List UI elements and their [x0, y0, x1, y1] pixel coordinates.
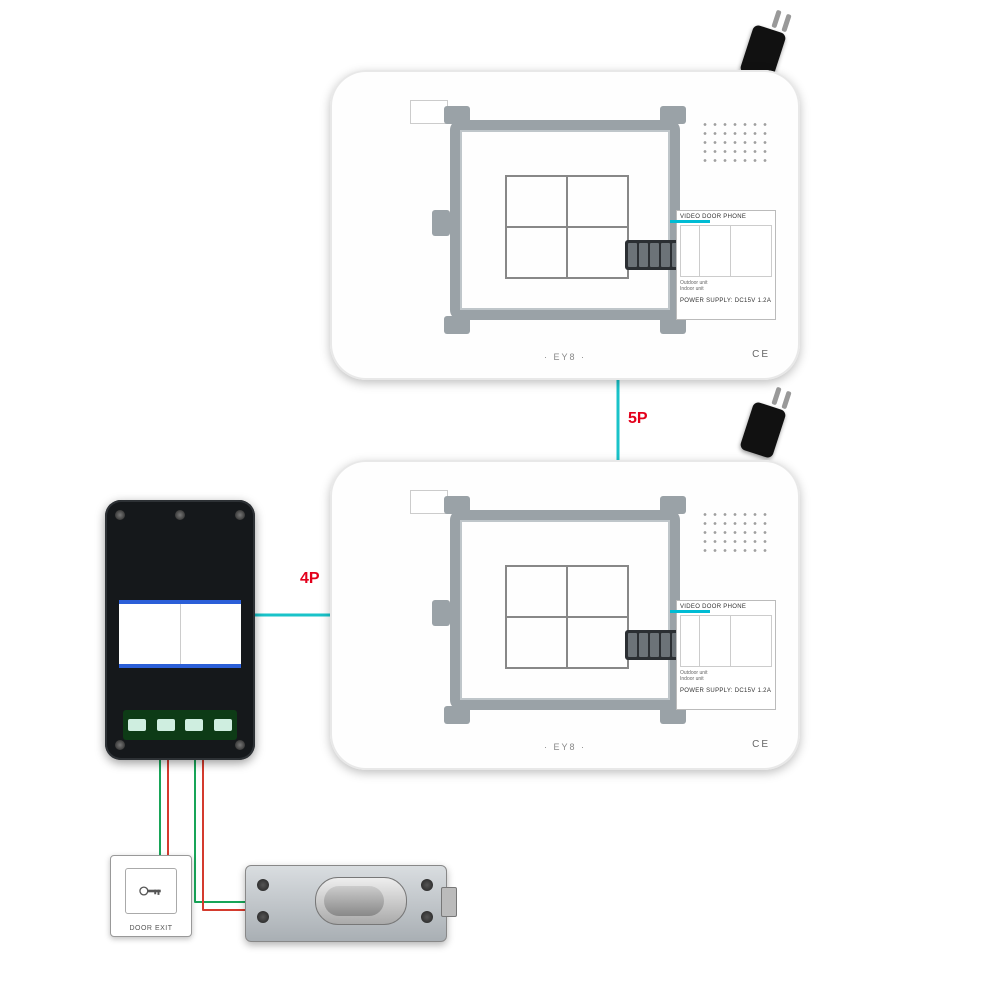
model-text: · EY8 · — [544, 742, 586, 752]
nameplate — [119, 600, 241, 668]
indoor-monitor-1: VIDEO DOOR PHONE Outdoor unit Indoor uni… — [330, 70, 800, 380]
wiring-diagram: VIDEO DOOR PHONE Outdoor unit Indoor uni… — [0, 0, 1000, 1000]
exit-label-1: DOOR — [129, 925, 152, 932]
cert-mark: CE — [752, 739, 770, 750]
spec-indoor-text: Indoor unit — [680, 676, 772, 682]
door-exit-button: DOOR EXIT — [110, 855, 192, 937]
exit-label-2: EXIT — [155, 925, 173, 932]
outdoor-terminal-pcb — [123, 710, 237, 740]
wire-port-icon — [670, 610, 710, 613]
wire-port-icon — [670, 220, 710, 223]
qc-sticker — [410, 100, 448, 124]
mount-bracket — [450, 510, 680, 710]
electric-lock — [245, 855, 445, 950]
qc-sticker — [410, 490, 448, 514]
spec-power: POWER SUPPLY: DC15V 1.2A — [680, 298, 772, 305]
power-adapter-2 — [740, 385, 798, 457]
key-icon — [138, 882, 164, 900]
spec-power: POWER SUPPLY: DC15V 1.2A — [680, 688, 772, 695]
cert-mark: CE — [752, 349, 770, 360]
spec-label: VIDEO DOOR PHONE Outdoor unit Indoor uni… — [676, 210, 776, 320]
label-5p: 5P — [628, 410, 648, 428]
model-text: · EY8 · — [544, 352, 586, 362]
speaker-grille — [700, 510, 770, 554]
spec-indoor-text: Indoor unit — [680, 286, 772, 292]
speaker-grille — [700, 120, 770, 164]
mount-bracket — [450, 120, 680, 320]
indoor-monitor-2: VIDEO DOOR PHONE Outdoor unit Indoor uni… — [330, 460, 800, 770]
label-4p: 4P — [300, 570, 320, 588]
spec-label: VIDEO DOOR PHONE Outdoor unit Indoor uni… — [676, 600, 776, 710]
outdoor-camera-unit — [105, 500, 255, 760]
